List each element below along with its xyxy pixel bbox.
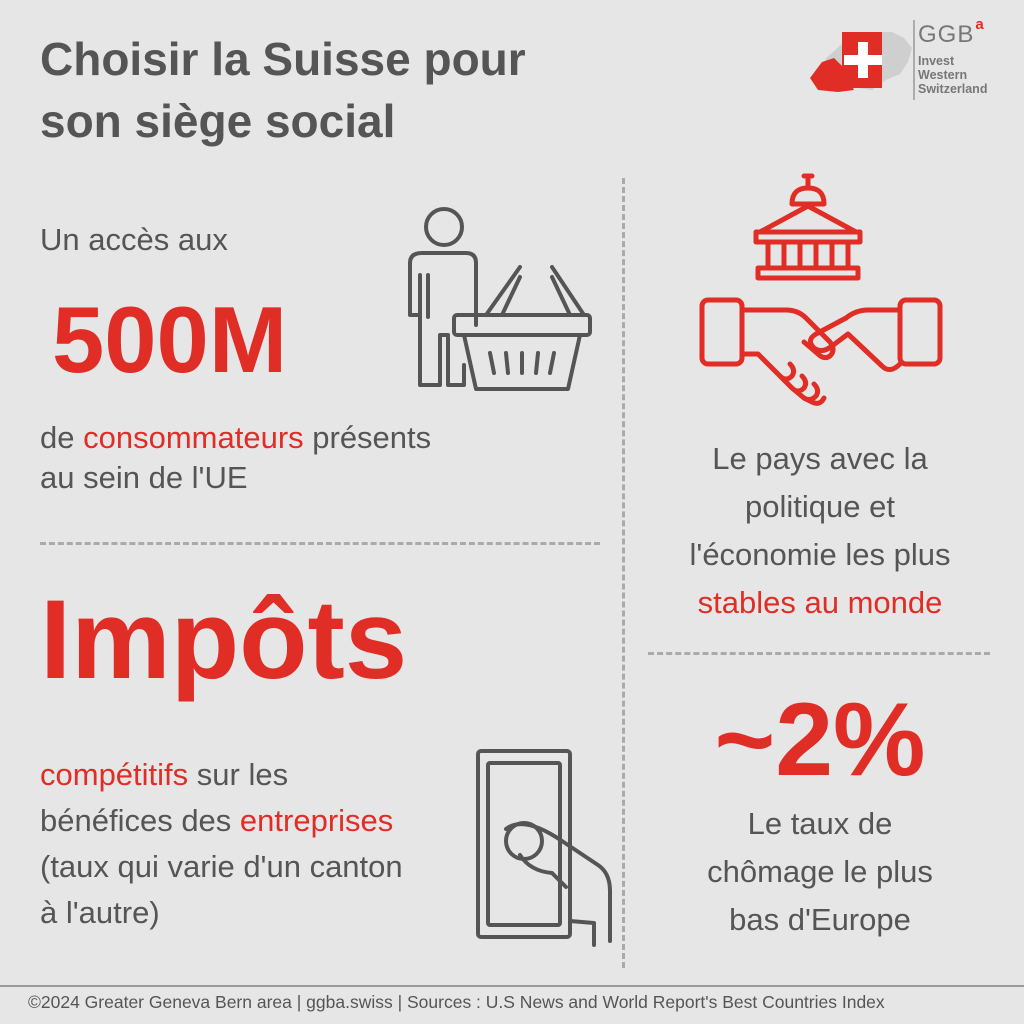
taxes-line-1-suffix: sur les — [188, 757, 289, 792]
consumers-line-2: au sein de l'UE — [40, 460, 248, 495]
stability-line-3: l'économie les plus — [689, 537, 951, 572]
unemployment-figure: ~2% — [714, 682, 926, 798]
shopper-basket-icon — [408, 207, 592, 391]
hand-banknote-icon — [476, 749, 612, 947]
consumers-line-1-suffix: présents — [303, 420, 432, 455]
unemployment-line-3: bas d'Europe — [729, 902, 911, 937]
taxes-line-1: compétitifs sur les — [40, 752, 480, 798]
horizontal-divider-right — [648, 652, 990, 655]
consumers-description: de consommateurs présents au sein de l'U… — [40, 418, 600, 498]
page-title: Choisir la Suisse pour son siège social — [40, 28, 680, 152]
unemployment-line-1: Le taux de — [747, 806, 893, 841]
taxes-highlight-competitive: compétitifs — [40, 757, 189, 792]
consumers-highlight: consommateurs — [83, 420, 304, 455]
logo-tagline-line: Invest — [918, 54, 955, 68]
title-line-2: son siège social — [40, 95, 396, 147]
taxes-heading: Impôts — [40, 577, 408, 702]
stability-description: Le pays avec la politique et l'économie … — [640, 435, 1000, 627]
logo-tagline-line: Western — [918, 68, 968, 82]
logo-tagline-line: Switzerland — [918, 82, 988, 96]
consumers-line-1-prefix: de — [40, 420, 84, 455]
consumers-figure: 500M — [52, 287, 288, 392]
taxes-highlight-companies: entreprises — [239, 803, 394, 838]
taxes-line-4: à l'autre) — [40, 895, 160, 930]
government-handshake-icon — [699, 173, 943, 406]
logo-name: GGB — [918, 21, 975, 48]
taxes-line-2-prefix: bénéfices des — [40, 803, 240, 838]
unemployment-description: Le taux de chômage le plus bas d'Europe — [640, 800, 1000, 944]
logo-wordmark: GGBa — [918, 16, 985, 49]
consumers-intro: Un accès aux — [40, 222, 228, 257]
consumers-line-1: de consommateurs présents — [40, 418, 600, 458]
taxes-description: compétitifs sur les bénéfices des entrep… — [40, 752, 480, 936]
stability-line-2: politique et — [745, 489, 895, 524]
taxes-line-3: (taux qui varie d'un canton — [40, 849, 403, 884]
switzerland-map-cross-icon — [810, 20, 915, 100]
title-line-1: Choisir la Suisse pour — [40, 33, 526, 85]
logo-tagline: Invest Western Switzerland — [918, 54, 987, 96]
stability-highlight: stables au monde — [697, 585, 943, 620]
footer-bar — [0, 985, 1024, 1024]
stability-line-1: Le pays avec la — [712, 441, 928, 476]
footer-credits: ©2024 Greater Geneva Bern area | ggba.sw… — [28, 992, 885, 1012]
vertical-divider — [622, 178, 625, 968]
taxes-line-2: bénéfices des entreprises — [40, 798, 480, 844]
horizontal-divider-left — [40, 542, 600, 545]
unemployment-line-2: chômage le plus — [707, 854, 933, 889]
logo-superscript: a — [975, 16, 985, 33]
